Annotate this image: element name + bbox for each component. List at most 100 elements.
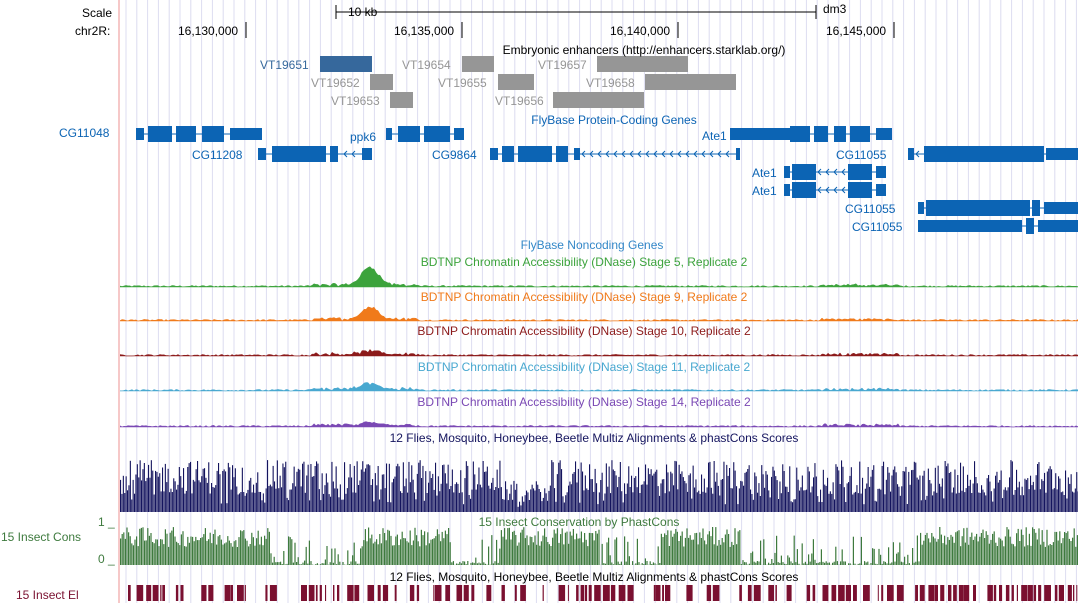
gene-model-ate1-c[interactable] <box>784 182 886 198</box>
conserved-element[interactable] <box>382 585 389 601</box>
gene-model-cg9864[interactable] <box>490 146 740 162</box>
gene-model-cg11048[interactable] <box>136 126 262 142</box>
conserved-element[interactable] <box>325 585 327 601</box>
conserved-element[interactable] <box>224 585 231 601</box>
track-title-multiz-bottom[interactable]: 12 Flies, Mosquito, Honeybee, Beetle Mul… <box>389 570 799 584</box>
conserved-element[interactable] <box>896 585 904 601</box>
gene-label-cg9864[interactable]: CG9864 <box>432 148 477 162</box>
conserved-element[interactable] <box>588 585 592 601</box>
conserved-element[interactable] <box>739 585 742 601</box>
conserved-element[interactable] <box>463 585 469 601</box>
gene-label-ate1-b[interactable]: Ate1 <box>752 166 777 180</box>
track-title-phastcons[interactable]: 15 Insect Conservation by PhastCons <box>478 515 680 529</box>
conserved-element[interactable] <box>315 585 318 601</box>
conserved-element[interactable] <box>963 585 970 601</box>
conserved-element[interactable] <box>244 585 246 601</box>
conserved-element[interactable] <box>416 585 420 601</box>
gene-model-ate1-b[interactable] <box>784 164 886 180</box>
conserved-element[interactable] <box>180 585 184 601</box>
conserved-element[interactable] <box>445 585 450 601</box>
enhancer-vt19654[interactable] <box>462 56 494 72</box>
gene-model-cg11055-b[interactable] <box>918 200 1078 216</box>
conserved-element[interactable] <box>786 585 792 601</box>
track-title-protein-genes[interactable]: FlyBase Protein-Coding Genes <box>531 113 697 127</box>
conserved-element[interactable] <box>1038 585 1042 601</box>
track-display-area[interactable]: 10 kb dm3 16,130,000 16,135,000 16,140,0… <box>120 0 1078 603</box>
conserved-element[interactable] <box>948 585 952 601</box>
track-title-dnase-stage14[interactable]: BDTNP Chromatin Accessibility (DNase) St… <box>417 395 751 409</box>
gene-model-ate1-a[interactable] <box>730 126 892 142</box>
conserved-element[interactable] <box>377 585 381 601</box>
conserved-element[interactable] <box>845 585 851 601</box>
enhancer-label-vt19653[interactable]: VT19653 <box>331 94 380 108</box>
conserved-element[interactable] <box>1073 585 1075 601</box>
conserved-element[interactable] <box>585 585 588 601</box>
gene-model-cg11055-c[interactable] <box>918 218 1078 234</box>
track-title-dnase-stage11[interactable]: BDTNP Chromatin Accessibility (DNase) St… <box>417 360 751 374</box>
conserved-element[interactable] <box>394 585 397 601</box>
conserved-element[interactable] <box>940 585 945 601</box>
enhancer-label-vt19652[interactable]: VT19652 <box>311 76 360 90</box>
conserved-element[interactable] <box>576 585 579 601</box>
track-title-dnase-stage5[interactable]: BDTNP Chromatin Accessibility (DNase) St… <box>420 255 748 269</box>
conserved-element[interactable] <box>662 585 664 601</box>
conserved-element[interactable] <box>602 585 610 601</box>
conserved-element[interactable] <box>1021 585 1028 601</box>
enhancer-vt19656[interactable] <box>553 92 644 108</box>
gene-label-ppk6[interactable]: ppk6 <box>350 130 377 144</box>
conserved-element[interactable] <box>1011 585 1014 601</box>
conserved-element[interactable] <box>1016 585 1018 601</box>
conserved-element[interactable] <box>812 585 816 601</box>
gene-label-cg11208[interactable]: CG11208 <box>192 148 243 162</box>
conserved-element[interactable] <box>333 585 335 601</box>
conserved-element[interactable] <box>881 585 884 601</box>
conserved-element[interactable] <box>152 585 159 601</box>
enhancer-vt19653[interactable] <box>390 92 413 108</box>
enhancer-label-vt19658[interactable]: VT19658 <box>586 76 635 90</box>
conserved-element[interactable] <box>831 585 837 601</box>
conserved-element[interactable] <box>627 585 634 601</box>
track-title-dnase-stage10[interactable]: BDTNP Chromatin Accessibility (DNase) St… <box>417 324 751 338</box>
conserved-element[interactable] <box>753 585 761 601</box>
conserved-element[interactable] <box>1067 585 1072 601</box>
conserved-element[interactable] <box>319 585 322 601</box>
track-title-enhancers[interactable]: Embryonic enhancers (http://enhancers.st… <box>502 43 786 57</box>
conserved-element[interactable] <box>706 585 712 601</box>
conserved-element[interactable] <box>501 585 505 601</box>
conserved-element[interactable] <box>1044 585 1051 601</box>
conserved-element[interactable] <box>265 585 268 601</box>
gene-label-ate1-c[interactable]: Ate1 <box>752 184 777 198</box>
conserved-element[interactable] <box>433 585 435 601</box>
conserved-element[interactable] <box>146 585 152 601</box>
conserved-element[interactable] <box>877 585 879 601</box>
conserved-element[interactable] <box>230 585 233 601</box>
conserved-element[interactable] <box>806 585 811 601</box>
conserved-element[interactable] <box>367 585 375 601</box>
conserved-element[interactable] <box>934 585 938 601</box>
conserved-element[interactable] <box>993 585 997 601</box>
track-label-insect-el[interactable]: 15 Insect El <box>16 588 79 602</box>
conserved-element[interactable] <box>520 585 526 601</box>
conserved-element[interactable] <box>1054 585 1058 601</box>
conserved-element[interactable] <box>558 585 566 601</box>
conserved-element[interactable] <box>471 585 475 601</box>
conserved-element[interactable] <box>201 585 207 601</box>
enhancer-vt19651[interactable] <box>320 56 372 72</box>
gene-label-cg11055-c[interactable]: CG11055 <box>852 220 903 234</box>
conserved-element[interactable] <box>838 585 845 601</box>
conserved-element[interactable] <box>208 585 214 601</box>
enhancer-vt19655[interactable] <box>498 74 534 90</box>
conserved-element[interactable] <box>610 585 616 601</box>
gene-label-cg11048[interactable]: CG11048 <box>59 126 110 140</box>
conserved-element[interactable] <box>768 585 774 601</box>
conserved-element[interactable] <box>1005 585 1010 601</box>
conserved-element[interactable] <box>919 585 925 601</box>
conserved-element[interactable] <box>354 585 360 601</box>
conserved-element[interactable] <box>456 585 463 601</box>
conserved-element[interactable] <box>1033 585 1037 601</box>
enhancer-label-vt19654[interactable]: VT19654 <box>402 58 451 72</box>
enhancer-label-vt19651[interactable]: VT19651 <box>260 58 309 72</box>
conserved-element[interactable] <box>686 585 693 601</box>
conserved-element[interactable] <box>953 585 957 601</box>
conserved-element[interactable] <box>987 585 993 601</box>
